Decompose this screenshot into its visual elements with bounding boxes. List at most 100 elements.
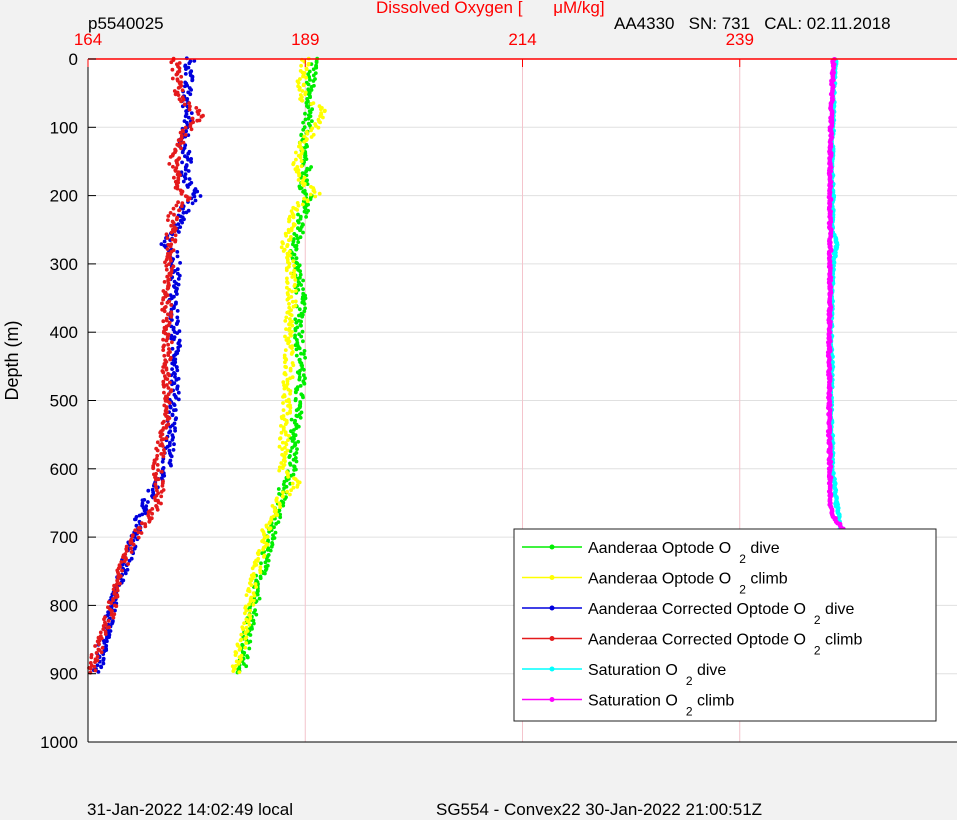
point-yellow (313, 194, 318, 199)
point-red (97, 642, 101, 647)
point-yellow (291, 162, 296, 167)
point-yellow (248, 616, 253, 621)
point-green (314, 60, 319, 65)
point-yellow (278, 505, 283, 509)
point-green (269, 544, 274, 549)
point-green (294, 233, 299, 238)
point-red (176, 93, 181, 97)
point-blue (95, 663, 100, 668)
point-yellow (267, 521, 272, 526)
point-yellow (287, 328, 291, 332)
point-yellow (289, 488, 293, 493)
x-tick-label: 239 (726, 30, 754, 49)
y-tick-label: 0 (69, 50, 78, 69)
point-red (136, 535, 141, 540)
point-yellow (286, 230, 291, 235)
point-blue (96, 670, 101, 674)
point-blue (175, 368, 180, 373)
point-green (299, 323, 303, 328)
point-yellow (236, 643, 240, 648)
point-red (164, 367, 169, 372)
point-yellow (303, 92, 308, 97)
point-red (160, 484, 165, 488)
point-yellow (288, 492, 292, 497)
point-blue (186, 185, 190, 189)
point-yellow (277, 444, 282, 449)
legend-entry: Aanderaa Corrected Optode O 2 dive (588, 601, 854, 627)
legend-marker (549, 666, 555, 672)
point-yellow (248, 613, 253, 618)
point-yellow (247, 589, 252, 594)
legend-entry: Saturation O 2 climb (588, 693, 734, 719)
point-blue (176, 277, 181, 281)
point-red (174, 203, 179, 208)
point-yellow (302, 175, 307, 180)
point-green (266, 558, 271, 563)
point-yellow (236, 661, 241, 666)
series-yellow (230, 56, 327, 674)
point-blue (101, 661, 106, 666)
point-red (139, 531, 144, 535)
point-blue (167, 430, 172, 435)
point-red (186, 198, 190, 203)
point-blue (183, 84, 187, 89)
point-red (164, 318, 169, 323)
point-red (166, 214, 171, 218)
point-red (162, 451, 167, 455)
point-blue (104, 636, 109, 641)
point-red (171, 206, 176, 211)
point-yellow (294, 157, 298, 162)
point-green (303, 117, 308, 122)
point-blue (183, 167, 188, 172)
point-yellow (275, 513, 280, 517)
point-yellow (293, 299, 298, 304)
point-yellow (251, 602, 256, 607)
point-red (174, 72, 179, 77)
point-yellow (292, 284, 297, 288)
point-green (303, 145, 307, 150)
point-red (112, 591, 117, 596)
point-red (161, 345, 166, 349)
point-red (119, 560, 124, 564)
point-green (301, 230, 305, 235)
point-red (169, 310, 174, 315)
point-red (101, 627, 106, 631)
point-red (179, 204, 184, 209)
point-green (291, 239, 296, 244)
legend-suffix: climb (821, 632, 863, 649)
point-red (151, 466, 156, 471)
point-blue (175, 254, 180, 259)
point-green (302, 349, 307, 353)
point-yellow (281, 249, 286, 253)
point-blue (104, 643, 109, 648)
point-red (159, 452, 164, 456)
point-red (161, 337, 166, 342)
point-yellow (305, 199, 310, 204)
point-red (170, 76, 175, 81)
point-red (164, 232, 169, 237)
point-red (162, 390, 166, 395)
point-red (150, 507, 155, 511)
point-blue (178, 225, 183, 230)
legend-subscript: 2 (739, 552, 746, 566)
point-yellow (243, 645, 248, 650)
point-yellow (281, 241, 285, 246)
point-red (165, 300, 170, 305)
point-blue (181, 210, 186, 215)
point-green (255, 592, 260, 597)
point-red (130, 534, 135, 538)
point-blue (175, 267, 180, 272)
point-red (175, 186, 180, 191)
point-green (256, 589, 260, 594)
point-green (288, 463, 293, 467)
point-green (251, 618, 256, 623)
point-red (162, 353, 167, 358)
point-green (274, 521, 278, 526)
point-green (265, 548, 270, 552)
point-yellow (280, 440, 285, 445)
point-green (299, 283, 303, 287)
point-green (278, 512, 282, 517)
point-red (155, 440, 160, 445)
point-red (160, 444, 165, 448)
point-red (93, 668, 98, 673)
